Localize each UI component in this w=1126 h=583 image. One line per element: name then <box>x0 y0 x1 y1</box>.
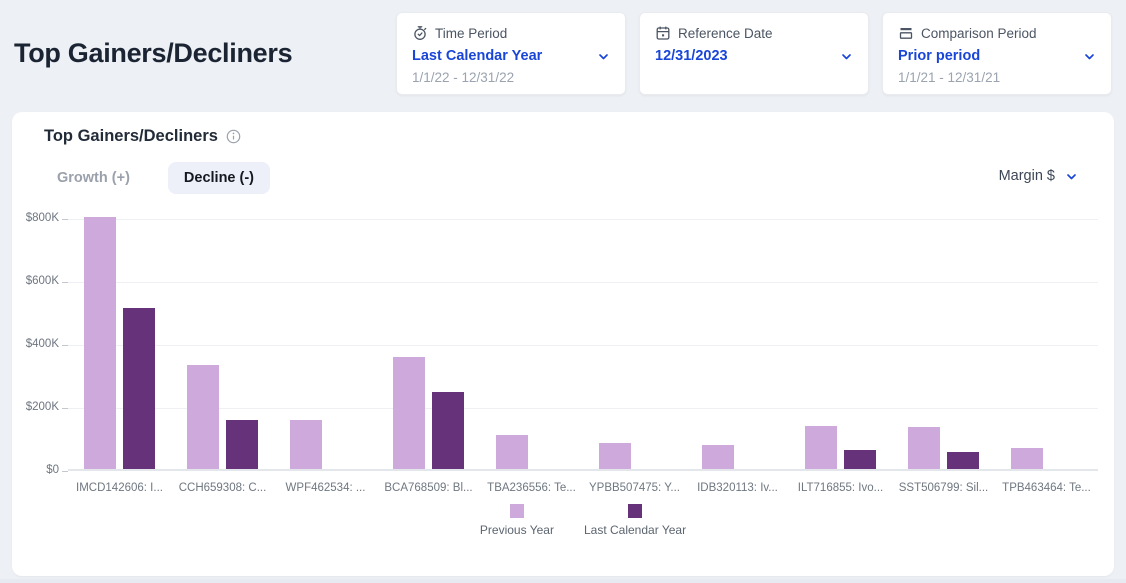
x-tick-label: TPB463464: Te... <box>1002 482 1091 494</box>
bar-group <box>480 219 583 469</box>
legend-item-previous-year[interactable]: Previous Year <box>480 504 554 537</box>
y-tick-mark <box>62 408 68 409</box>
bar-previous-year[interactable] <box>496 435 528 469</box>
y-tick-mark <box>62 471 68 472</box>
y-tick-label: $400K <box>25 338 59 350</box>
metric-dropdown[interactable]: Margin $ <box>999 168 1078 184</box>
reference-date-value[interactable]: 12/31/2023 <box>655 48 728 64</box>
reference-date-label: Reference Date <box>678 25 773 41</box>
plot-area <box>68 217 1098 471</box>
metric-dropdown-label: Margin $ <box>998 168 1055 184</box>
gridline <box>68 408 1098 409</box>
y-tick-mark <box>62 345 68 346</box>
y-tick-label: $800K <box>25 212 59 224</box>
info-icon[interactable] <box>226 129 241 144</box>
x-tick-label: WPF462534: ... <box>285 482 366 494</box>
x-tick-label: BCA768509: Bl... <box>384 482 473 494</box>
bar-last-calendar-year[interactable] <box>947 452 979 469</box>
bar-group <box>171 219 274 469</box>
bar-group <box>377 219 480 469</box>
growth-decline-tabs: Growth (+) Decline (-) <box>57 162 270 194</box>
reference-date-header: Reference Date <box>655 25 853 41</box>
time-period-header: Time Period <box>412 25 610 41</box>
time-period-card[interactable]: Time Period Last Calendar Year 1/1/22 - … <box>396 12 626 95</box>
time-period-value[interactable]: Last Calendar Year <box>412 48 543 64</box>
bar-last-calendar-year[interactable] <box>432 392 464 469</box>
page-title: Top Gainers/Decliners <box>14 38 293 68</box>
legend-label: Previous Year <box>479 523 554 537</box>
bar-group <box>68 217 171 469</box>
gridline <box>68 282 1098 283</box>
chevron-down-icon[interactable] <box>1083 50 1096 63</box>
chevron-down-icon <box>1065 170 1078 183</box>
legend-swatch <box>509 504 524 518</box>
panel-title: Top Gainers/Decliners <box>44 127 218 145</box>
bar-last-calendar-year[interactable] <box>123 308 155 469</box>
bar-previous-year[interactable] <box>1011 448 1043 469</box>
reference-date-card[interactable]: Reference Date 12/31/2023 <box>639 12 869 95</box>
y-tick-label: $200K <box>25 401 59 413</box>
bar-group <box>583 219 686 469</box>
calendar-icon <box>655 25 671 41</box>
x-tick-label: YPBB507475: Y... <box>588 482 680 494</box>
legend: Previous Year Last Calendar Year <box>68 504 1098 537</box>
y-tick-mark <box>62 282 68 283</box>
x-axis-labels: IMCD142606: I... CCH659308: C... WPF462534… <box>68 482 1098 494</box>
bar-last-calendar-year[interactable] <box>226 420 258 469</box>
time-period-label: Time Period <box>435 25 508 41</box>
gridline <box>68 345 1098 346</box>
y-tick-label: $0 <box>46 464 59 476</box>
bar-group <box>789 219 892 469</box>
bar-previous-year[interactable] <box>187 365 219 469</box>
x-tick-label: SST506799: Sil... <box>898 482 989 494</box>
comparison-period-value[interactable]: Prior period <box>898 48 981 64</box>
bar-group <box>274 219 377 469</box>
bottom-strip <box>0 579 1126 583</box>
y-axis: $800K $600K $400K $200K $0 <box>12 212 68 476</box>
legend-item-last-calendar-year[interactable]: Last Calendar Year <box>584 504 686 537</box>
filter-bar: Time Period Last Calendar Year 1/1/22 - … <box>396 12 1112 95</box>
gridline <box>68 219 1098 220</box>
time-period-range: 1/1/22 - 12/31/22 <box>412 70 515 85</box>
bar-last-calendar-year[interactable] <box>844 450 876 469</box>
bar-group <box>995 219 1098 469</box>
bar-previous-year[interactable] <box>908 427 940 469</box>
clock-icon <box>412 25 428 41</box>
y-tick-mark <box>62 219 68 220</box>
x-tick-label: CCH659308: C... <box>178 482 267 494</box>
chart-panel: Top Gainers/Decliners Growth (+) Decline… <box>12 112 1114 576</box>
legend-label: Last Calendar Year <box>583 523 687 537</box>
tab-growth[interactable]: Growth (+) <box>57 162 130 194</box>
x-tick-label: IDB320113: Iv... <box>697 482 778 494</box>
comparison-period-card[interactable]: Comparison Period Prior period 1/1/21 - … <box>882 12 1112 95</box>
bar-group <box>686 219 789 469</box>
comparison-period-header: Comparison Period <box>898 25 1096 41</box>
bar-previous-year[interactable] <box>84 217 116 469</box>
comparison-period-label: Comparison Period <box>921 25 1037 41</box>
chevron-down-icon[interactable] <box>597 50 610 63</box>
x-tick-label: ILT716855: Ivo... <box>797 482 884 494</box>
chevron-down-icon[interactable] <box>840 50 853 63</box>
legend-swatch <box>628 504 643 518</box>
x-tick-label: TBA236556: Te... <box>487 482 576 494</box>
y-tick-label: $600K <box>25 275 59 287</box>
comparison-icon <box>898 25 914 41</box>
comparison-period-range: 1/1/21 - 12/31/21 <box>898 70 1001 85</box>
bar-previous-year[interactable] <box>805 426 837 469</box>
bar-group <box>892 219 995 469</box>
bar-previous-year[interactable] <box>599 443 631 469</box>
x-tick-label: IMCD142606: I... <box>76 482 163 494</box>
bar-previous-year[interactable] <box>290 420 322 469</box>
bar-previous-year[interactable] <box>702 445 734 469</box>
tab-decline[interactable]: Decline (-) <box>167 162 270 194</box>
bar-previous-year[interactable] <box>393 357 425 469</box>
